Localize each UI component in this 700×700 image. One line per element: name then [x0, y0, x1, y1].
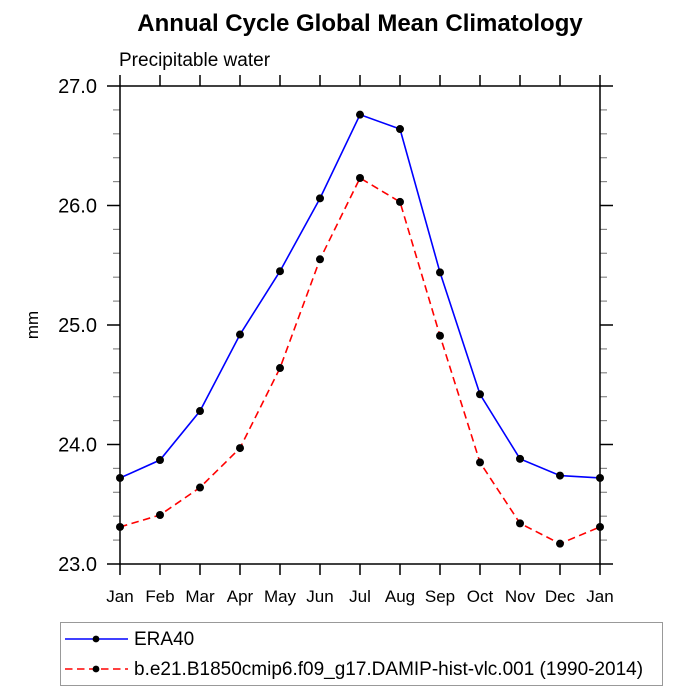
- x-tick-label: Feb: [145, 587, 174, 606]
- y-axis-label: mm: [23, 311, 42, 339]
- data-point-marker: [116, 473, 124, 482]
- x-tick-label: Jan: [586, 587, 613, 606]
- legend-label: ERA40: [134, 628, 195, 650]
- legend-line-sample: [65, 665, 128, 673]
- data-point-marker: [556, 539, 564, 548]
- data-point-marker: [516, 454, 524, 463]
- x-tick-label: Apr: [227, 587, 254, 606]
- data-point-marker: [316, 255, 324, 264]
- x-tick-label: Jun: [306, 587, 333, 606]
- plot-frame: [119, 85, 601, 565]
- chart-subtitle: Precipitable water: [119, 50, 271, 71]
- y-tick-label: 27.0: [58, 76, 97, 98]
- data-point-marker: [436, 268, 444, 277]
- y-tick-label: 24.0: [58, 435, 97, 457]
- data-point-marker: [356, 174, 364, 183]
- x-tick-label: Jul: [349, 587, 371, 606]
- series-1-line: [119, 176, 601, 545]
- data-point-marker: [596, 473, 604, 482]
- y-tick-label: 26.0: [58, 196, 97, 218]
- data-point-marker: [476, 458, 484, 467]
- chart-legend: ERA40 b.e21.B1850cmip6.f09_g17.DAMIP-hist…: [60, 622, 663, 686]
- data-point-marker: [596, 522, 604, 531]
- data-point-marker: [156, 456, 164, 465]
- x-tick-label: Jan: [106, 587, 133, 606]
- x-tick-label: Sep: [425, 587, 455, 606]
- x-tick-label: Dec: [545, 587, 576, 606]
- x-tick-label: Nov: [505, 587, 536, 606]
- x-tick-label: Oct: [467, 587, 494, 606]
- x-tick-label: Aug: [385, 587, 415, 606]
- legend-line-sample: [65, 635, 128, 643]
- series-0-line: [119, 113, 601, 479]
- y-tick-label: 25.0: [58, 315, 97, 337]
- legend-item-0: ERA40: [61, 627, 662, 651]
- data-point-marker: [356, 110, 364, 119]
- data-point-marker: [436, 331, 444, 340]
- legend-item-1: b.e21.B1850cmip6.f09_g17.DAMIP-hist-vlc.…: [61, 657, 662, 681]
- legend-sample-marker: [92, 665, 100, 673]
- data-point-marker: [276, 364, 284, 373]
- data-point-marker: [316, 194, 324, 203]
- chart-title: Annual Cycle Global Mean Climatology: [137, 10, 583, 37]
- legend-sample-marker: [92, 635, 100, 643]
- data-point-marker: [116, 522, 124, 531]
- data-point-marker: [236, 444, 244, 453]
- data-point-marker: [556, 471, 564, 480]
- legend-label: b.e21.B1850cmip6.f09_g17.DAMIP-hist-vlc.…: [134, 658, 644, 680]
- data-point-marker: [196, 407, 204, 416]
- data-point-marker: [236, 330, 244, 339]
- data-point-marker: [196, 483, 204, 492]
- data-point-marker: [276, 267, 284, 276]
- data-point-marker: [476, 390, 484, 399]
- x-tick-label: Mar: [185, 587, 215, 606]
- data-point-marker: [396, 125, 404, 134]
- data-point-marker: [516, 519, 524, 528]
- plot-area: 27.0 26.0 25.0 24.0 23.0 Jan Feb Mar Apr May Jun Ju…: [23, 75, 614, 606]
- y-tick-label: 23.0: [58, 554, 97, 576]
- x-tick-label: May: [264, 587, 297, 606]
- data-point-marker: [156, 511, 164, 520]
- data-point-marker: [396, 197, 404, 206]
